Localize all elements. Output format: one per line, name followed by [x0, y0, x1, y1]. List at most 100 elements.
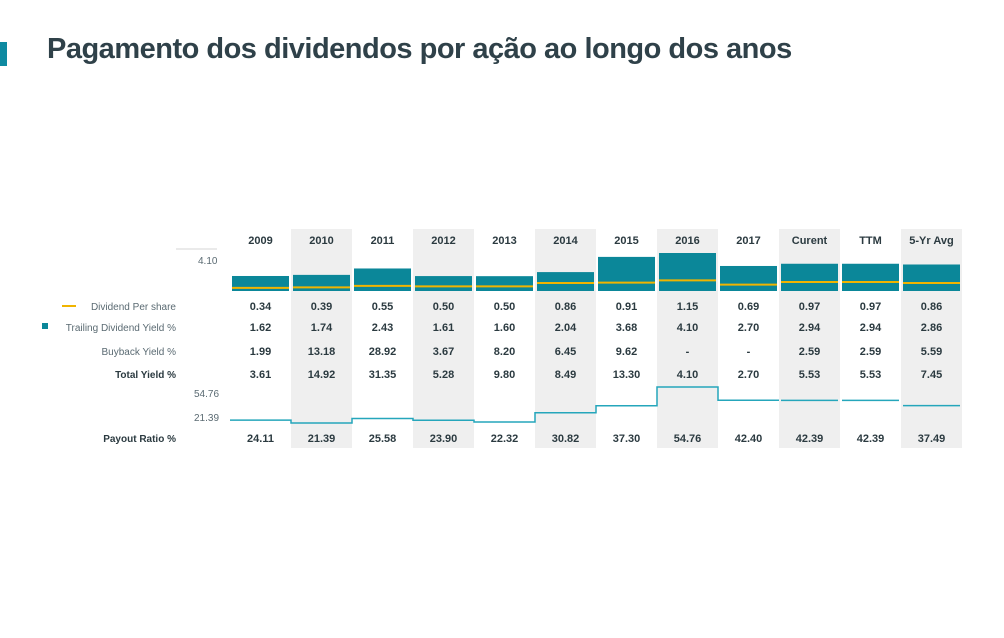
- row-value: 5.59: [921, 346, 942, 358]
- payout-value: 37.49: [918, 433, 946, 445]
- column-header: 2015: [614, 235, 638, 247]
- yield-bar: [842, 263, 899, 291]
- row-value: 0.97: [799, 301, 820, 313]
- column-header: 2016: [675, 235, 699, 247]
- row-value: 3.61: [250, 369, 271, 381]
- row-value: 0.69: [738, 301, 759, 313]
- payout-value: 42.39: [857, 433, 885, 445]
- shaded-column-2014: [535, 229, 596, 448]
- shaded-column-5-yr-avg: [901, 229, 962, 448]
- row-value: 2.94: [799, 322, 821, 334]
- row-value: -: [747, 346, 751, 358]
- yield-bar: [598, 256, 655, 291]
- row-value: 6.45: [555, 346, 576, 358]
- payout-value: 54.76: [674, 433, 702, 445]
- yield-bar: [537, 272, 594, 291]
- page-title: Pagamento dos dividendos por ação ao lon…: [47, 33, 792, 65]
- row-value: 2.43: [372, 322, 393, 334]
- yield-bar: [781, 263, 838, 291]
- row-value: 2.70: [738, 369, 759, 381]
- column-header: 2009: [248, 235, 272, 247]
- payout-value: 21.39: [308, 433, 336, 445]
- row-value: 8.49: [555, 369, 576, 381]
- row-value: 31.35: [369, 369, 397, 381]
- payout-row-label: Payout Ratio %: [103, 434, 176, 445]
- payout-step-line: [230, 386, 779, 424]
- shaded-column-curent: [779, 229, 840, 448]
- row-value: 3.68: [616, 322, 637, 334]
- payout-value: 25.58: [369, 433, 397, 445]
- yield-bar: [354, 268, 411, 291]
- row-value: 2.86: [921, 322, 942, 334]
- row-label: Dividend Per share: [91, 302, 176, 313]
- column-header: 2010: [309, 235, 333, 247]
- column-header: Curent: [792, 235, 828, 247]
- row-value: 1.15: [677, 301, 698, 313]
- row-value: 1.99: [250, 346, 271, 358]
- row-value: 8.20: [494, 346, 515, 358]
- payout-value: 42.39: [796, 433, 824, 445]
- row-value: 9.62: [616, 346, 637, 358]
- column-header: 5-Yr Avg: [909, 235, 953, 247]
- payout-axis-min-label: 21.39: [194, 413, 219, 424]
- payout-value: 42.40: [735, 433, 763, 445]
- row-value: 2.59: [799, 346, 820, 358]
- row-value: 28.92: [369, 346, 397, 358]
- row-value: 2.04: [555, 322, 577, 334]
- row-value: 0.86: [555, 301, 576, 313]
- payout-value: 24.11: [247, 433, 274, 445]
- row-value: 1.74: [311, 322, 333, 334]
- row-label: Trailing Dividend Yield %: [66, 323, 176, 334]
- row-value: -: [686, 346, 690, 358]
- yield-bar: [659, 253, 716, 291]
- column-header: 2014: [553, 235, 578, 247]
- column-header: 2011: [371, 235, 395, 247]
- row-value: 1.61: [433, 322, 454, 334]
- row-value: 5.53: [860, 369, 881, 381]
- row-value: 0.55: [372, 301, 393, 313]
- row-label: Buyback Yield %: [102, 347, 177, 358]
- column-header: TTM: [859, 235, 882, 247]
- row-value: 2.59: [860, 346, 881, 358]
- row-value: 0.50: [433, 301, 454, 313]
- shaded-column-2012: [413, 229, 474, 448]
- row-value: 1.62: [250, 322, 271, 334]
- row-value: 14.92: [308, 369, 336, 381]
- title-accent-bar: [0, 42, 7, 66]
- row-value: 13.30: [613, 369, 641, 381]
- row-value: 1.60: [494, 322, 515, 334]
- payout-value: 30.82: [552, 433, 580, 445]
- row-value: 0.50: [494, 301, 515, 313]
- row-value: 0.39: [311, 301, 332, 313]
- row-value: 13.18: [308, 346, 336, 358]
- row-value: 0.97: [860, 301, 881, 313]
- column-header: 2013: [492, 235, 516, 247]
- row-value: 5.28: [433, 369, 454, 381]
- column-header: 2017: [736, 235, 760, 247]
- row-value: 3.67: [433, 346, 454, 358]
- yield-bar: [903, 264, 960, 291]
- row-value: 0.34: [250, 301, 272, 313]
- row-value: 2.94: [860, 322, 882, 334]
- payout-value: 37.30: [613, 433, 641, 445]
- row-value: 0.91: [616, 301, 637, 313]
- payout-value: 23.90: [430, 433, 458, 445]
- yield-legend-marker: [42, 323, 48, 329]
- row-label: Total Yield %: [115, 370, 176, 381]
- row-value: 4.10: [677, 369, 698, 381]
- row-value: 2.70: [738, 322, 759, 334]
- shaded-column-2010: [291, 229, 352, 448]
- row-value: 0.86: [921, 301, 942, 313]
- row-value: 5.53: [799, 369, 820, 381]
- yield-bar: [415, 276, 472, 291]
- row-value: 7.45: [921, 369, 942, 381]
- yield-axis-max-label: 4.10: [198, 256, 218, 267]
- row-value: 4.10: [677, 322, 698, 334]
- yield-bar: [720, 265, 777, 291]
- payout-value: 22.32: [491, 433, 519, 445]
- row-value: 9.80: [494, 369, 515, 381]
- yield-bar: [476, 276, 533, 291]
- yield-bar: [293, 274, 350, 291]
- column-header: 2012: [431, 235, 455, 247]
